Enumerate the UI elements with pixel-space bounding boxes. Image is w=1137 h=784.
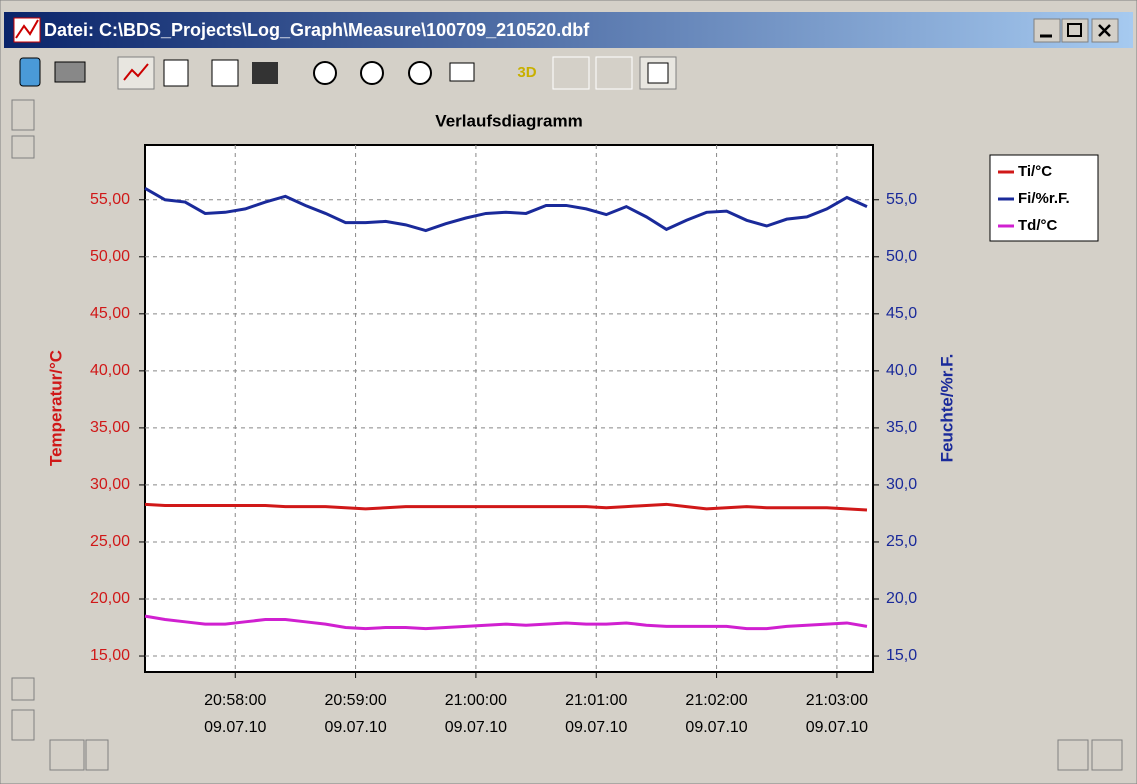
title-bar <box>4 12 1133 48</box>
window-title: Datei: C:\BDS_Projects\Log_Graph\Measure… <box>44 20 590 40</box>
y2-tick-label: 15,0 <box>886 647 917 664</box>
app-icon <box>13 17 41 43</box>
tool-print[interactable] <box>54 61 86 83</box>
x-tick-date: 09.07.10 <box>204 719 266 736</box>
tool-xt[interactable] <box>449 62 475 82</box>
tool-table-view[interactable] <box>252 62 278 84</box>
scroll-up-left[interactable] <box>11 99 35 131</box>
series-line <box>144 187 868 233</box>
x-tick-date: 09.07.10 <box>685 719 747 736</box>
tool-save[interactable] <box>19 57 41 87</box>
maximize-glyph <box>1067 23 1082 37</box>
y-tick-label: 55,00 <box>90 191 130 208</box>
x-tick-label: 21:03:00 <box>806 692 868 709</box>
y-tick-label: 50,00 <box>90 248 130 265</box>
y2-tick-label: 50,0 <box>886 248 917 265</box>
tool-multi-view[interactable] <box>211 59 239 87</box>
scroll-left[interactable] <box>49 739 85 771</box>
maximize-button[interactable] <box>1061 18 1089 43</box>
x-tick-label: 20:58:00 <box>204 692 266 709</box>
x-tick-date: 09.07.10 <box>324 719 386 736</box>
y-tick-label: 45,00 <box>90 305 130 322</box>
y2-tick-label: 35,0 <box>886 419 917 436</box>
y-tick-label: 15,00 <box>90 647 130 664</box>
y2-tick-label: 40,0 <box>886 362 917 379</box>
toolbar: 3D <box>19 56 677 90</box>
scroll-reset-right[interactable] <box>1057 739 1089 771</box>
tool-bar-view[interactable] <box>163 59 189 87</box>
scroll-right[interactable] <box>1091 739 1123 771</box>
legend-label: Td/°C <box>1018 217 1057 234</box>
tool-zoom-in[interactable] <box>360 61 384 85</box>
y-tick-label: 40,00 <box>90 362 130 379</box>
tool-vgrid[interactable] <box>595 56 633 90</box>
y2-tick-label: 25,0 <box>886 533 917 550</box>
y-tick-label: 25,00 <box>90 533 130 550</box>
series-line <box>144 502 868 512</box>
y-tick-label: 30,00 <box>90 476 130 493</box>
plot-area <box>144 144 874 673</box>
y2-tick-label: 30,0 <box>886 476 917 493</box>
x-tick-label: 21:00:00 <box>445 692 507 709</box>
y2-tick-label: 55,0 <box>886 191 917 208</box>
x-tick-date: 09.07.10 <box>445 719 507 736</box>
y2-tick-label: 45,0 <box>886 305 917 322</box>
y2-tick-label: 20,0 <box>886 590 917 607</box>
x-tick-label: 20:59:00 <box>324 692 386 709</box>
y-tick-label: 20,00 <box>90 590 130 607</box>
x-tick-label: 21:02:00 <box>685 692 747 709</box>
app-icon-graph <box>15 19 39 39</box>
tool-zoom-fit[interactable] <box>313 61 337 85</box>
tool-legend-glyph <box>647 62 669 84</box>
tool-line-glyph <box>123 63 149 81</box>
x-tick-date: 09.07.10 <box>565 719 627 736</box>
scroll-reset-left[interactable] <box>85 739 109 771</box>
scroll-down-left[interactable] <box>11 709 35 741</box>
minimize-button[interactable] <box>1033 18 1061 43</box>
legend-label: Fi/%r.F. <box>1018 190 1070 207</box>
tool-hgrid[interactable] <box>552 56 590 90</box>
y-axis-label: Temperatur/°C <box>46 350 65 466</box>
close-glyph <box>1098 24 1111 37</box>
legend-label: Ti/°C <box>1018 163 1052 180</box>
tool-zoom-out[interactable] <box>408 61 432 85</box>
x-tick-label: 21:01:00 <box>565 692 627 709</box>
y-tick-label: 35,00 <box>90 419 130 436</box>
x-tick-date: 09.07.10 <box>806 719 868 736</box>
series-line <box>144 614 868 631</box>
y2-axis-label: Feuchte/%r.F. <box>937 354 956 463</box>
tool-3d[interactable]: 3D <box>517 64 536 81</box>
scroll-reset-top[interactable] <box>11 135 35 159</box>
chart-title: Verlaufsdiagramm <box>435 111 582 130</box>
scroll-reset-bottom[interactable] <box>11 677 35 701</box>
